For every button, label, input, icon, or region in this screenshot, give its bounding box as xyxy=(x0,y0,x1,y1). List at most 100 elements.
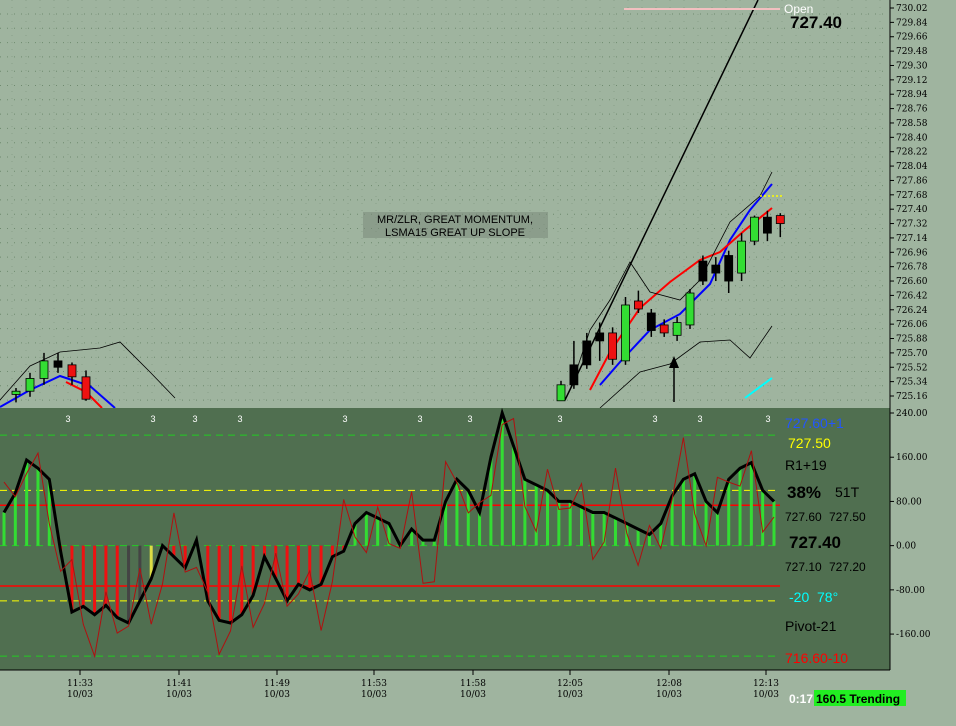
cci-bar xyxy=(93,545,97,615)
price-tick-label: 725.70 xyxy=(896,349,928,359)
cci-marker-label: 3 xyxy=(342,414,347,424)
annotation-box xyxy=(363,212,548,238)
price-tick-label: 728.40 xyxy=(896,133,928,143)
status-pair1-b: 727.50 xyxy=(829,510,866,524)
cci-marker-label: 3 xyxy=(150,414,155,424)
candle-body xyxy=(672,322,682,336)
price-tick-label: 726.24 xyxy=(896,306,928,316)
price-tick-label: 726.78 xyxy=(896,263,928,273)
price-tick-label: 725.34 xyxy=(896,378,928,388)
time-tick-label: 11:53 xyxy=(361,679,387,689)
status-pair2-b: 727.20 xyxy=(829,560,866,574)
candle-body xyxy=(556,384,566,402)
cci-bar xyxy=(455,479,459,546)
price-tick-label: 729.30 xyxy=(896,61,928,71)
cci-bar xyxy=(240,545,244,615)
candle-body xyxy=(750,216,759,242)
cci-bar xyxy=(115,545,119,618)
price-panel-bg xyxy=(0,0,784,408)
candle-body xyxy=(646,312,656,331)
price-axis: 730.02 729.84 729.66 729.48 729.30 729.12 728.… xyxy=(890,4,928,402)
trend-badge xyxy=(814,690,906,706)
date-tick-label: 10/03 xyxy=(166,690,192,700)
turbo-cci-line xyxy=(3,417,775,659)
price-tick-label: 729.48 xyxy=(896,47,928,57)
time-tick-label: 12:13 xyxy=(753,679,779,689)
candle-body xyxy=(634,300,643,310)
cci-bar xyxy=(296,545,300,585)
cci-bar xyxy=(693,473,697,546)
cci-bar xyxy=(364,512,368,546)
cci-bar xyxy=(659,523,663,546)
price-tick-label: 728.76 xyxy=(896,105,928,115)
date-tick-label: 10/03 xyxy=(753,690,779,700)
cci-bar xyxy=(319,545,323,585)
time-tick-label: 11:41 xyxy=(166,679,192,689)
cci-bar xyxy=(410,529,414,546)
status-timer: 0:17 xyxy=(789,692,813,706)
cci-bar xyxy=(602,512,606,546)
status-t-label: 51T xyxy=(835,484,860,500)
time-tick-label: 11:33 xyxy=(67,679,93,689)
candle-body xyxy=(621,304,630,362)
candle-body xyxy=(595,332,605,342)
envelope-lower-line xyxy=(599,325,773,409)
cci-bar xyxy=(308,545,312,590)
time-axis: 11:3310/0311:4110/0311:4910/0311:5310/03… xyxy=(67,670,779,700)
price-tick-label: 729.66 xyxy=(896,33,928,43)
price-grid xyxy=(0,0,884,406)
price-tick-label: 725.52 xyxy=(896,363,928,373)
cci-marker-label: 3 xyxy=(652,414,657,424)
candle-body xyxy=(608,332,617,360)
cci-bar xyxy=(761,490,765,546)
cci-bar xyxy=(738,468,742,546)
cci-bar xyxy=(70,545,74,612)
cci-bar xyxy=(500,413,504,546)
status-pivot: Pivot-21 xyxy=(785,618,837,634)
status-cyan-values: -20 78° xyxy=(789,589,838,605)
date-tick-label: 10/03 xyxy=(67,690,93,700)
price-tick-label: 727.86 xyxy=(896,176,928,186)
candles-right-group xyxy=(556,210,785,402)
candle-body xyxy=(685,292,695,326)
arrow-head xyxy=(669,356,679,368)
time-tick-label: 11:58 xyxy=(460,679,486,689)
open-label: Open xyxy=(784,2,813,16)
candle-body xyxy=(25,378,35,392)
cci-marker-label: 3 xyxy=(765,414,770,424)
cci-bar xyxy=(534,484,538,546)
status-trend: 160.5 Trending xyxy=(816,692,900,706)
candle-body xyxy=(582,340,592,366)
cci-bar xyxy=(580,506,583,546)
cci-bar xyxy=(251,545,255,596)
cci-axis: 240.00 160.00 80.00 0.00 -80.00 -160.00 xyxy=(890,409,931,640)
cci-bar xyxy=(727,479,731,546)
date-tick-label: 10/03 xyxy=(460,690,486,700)
cci-bar xyxy=(376,518,380,546)
cci-histogram xyxy=(2,413,776,624)
cci-marker-label: 3 xyxy=(467,414,472,424)
cci-bar xyxy=(285,545,289,601)
cci-bar xyxy=(749,462,753,546)
last-price-label: 727.40 xyxy=(790,13,842,32)
candle-body xyxy=(775,215,785,224)
cci-bar xyxy=(568,501,572,546)
cci-marker-label: 3 xyxy=(557,414,562,424)
price-tick-label: 725.88 xyxy=(896,335,928,345)
cci-bar xyxy=(591,512,595,546)
cci-bar xyxy=(444,501,448,546)
price-axis-bg xyxy=(890,0,956,408)
cci-bar xyxy=(206,545,210,601)
candle-body xyxy=(67,364,77,378)
cci-bar xyxy=(81,545,85,607)
cci-bar xyxy=(2,512,6,546)
cci-bar xyxy=(715,512,719,546)
candle-body xyxy=(53,360,63,368)
candle-body xyxy=(569,364,579,386)
price-tick-label: 727.40 xyxy=(896,205,928,215)
cci-bar xyxy=(546,490,550,546)
price-tick-label: 728.94 xyxy=(896,90,928,100)
status-price-top: 727.60+1 xyxy=(785,415,844,431)
price-tick-label: 726.06 xyxy=(896,320,928,330)
